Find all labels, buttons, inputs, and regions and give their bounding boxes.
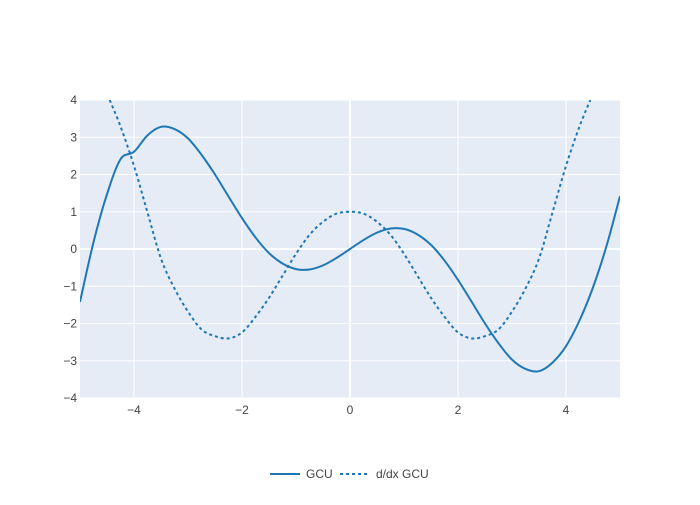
x-tick-label: 0 [347, 403, 354, 417]
y-tick-label: −2 [63, 317, 77, 331]
x-tick-label: −2 [235, 403, 249, 417]
x-tick-label: 2 [455, 403, 462, 417]
legend-item-ddx-gcu[interactable]: d/dx GCU [340, 467, 429, 481]
y-tick-label: 3 [70, 130, 77, 144]
legend-label: d/dx GCU [376, 467, 429, 481]
legend[interactable]: GCU d/dx GCU [270, 467, 429, 481]
y-tick-label: 0 [70, 242, 77, 256]
x-tick-label: 4 [563, 403, 570, 417]
y-tick-label: 2 [70, 168, 77, 182]
legend-item-gcu[interactable]: GCU [270, 467, 333, 481]
x-tick-label: −4 [127, 403, 141, 417]
series-layer [80, 100, 620, 373]
y-tick-label: 1 [70, 205, 77, 219]
y-tick-label: −3 [63, 354, 77, 368]
y-tick-label: −4 [63, 391, 77, 405]
series-line-gcu[interactable] [80, 125, 620, 373]
legend-label: GCU [306, 467, 333, 481]
y-tick-label: 4 [70, 93, 77, 107]
y-tick-label: −1 [63, 279, 77, 293]
tick-labels: −4 −2 0 2 4 −4 −3 −2 −1 0 1 2 3 4 [63, 93, 569, 417]
